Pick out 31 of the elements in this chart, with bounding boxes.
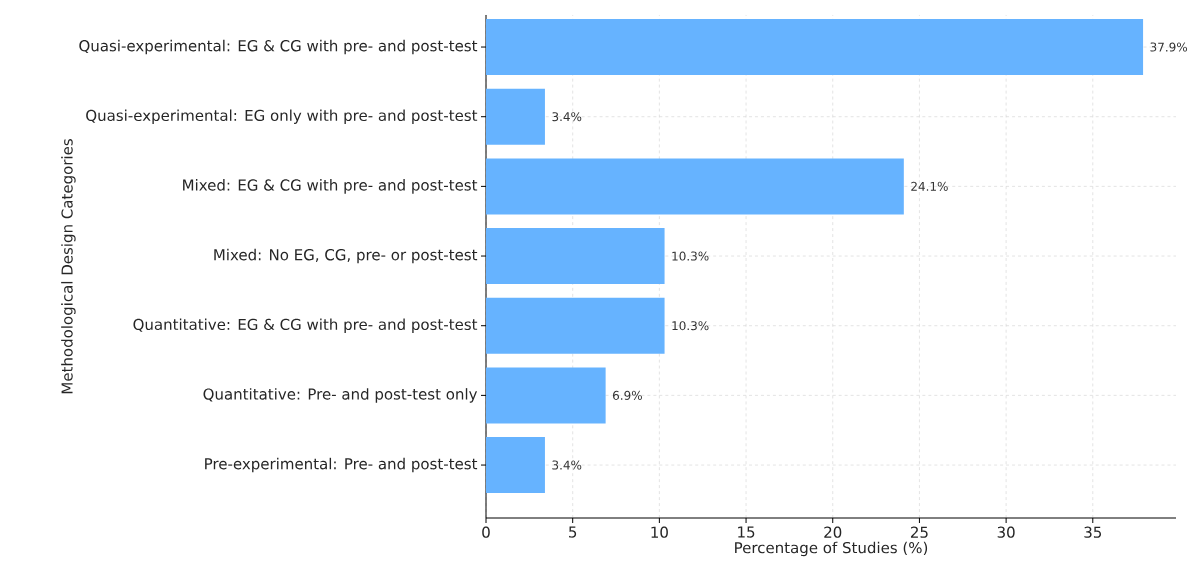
bar: [486, 158, 904, 215]
bar: [486, 367, 606, 424]
x-axis-title: Percentage of Studies (%): [735, 541, 928, 557]
data-label: 6.9%: [612, 390, 642, 400]
bar: [486, 88, 545, 145]
y-tick-label: Quasi-experimental: EG only with pre- and post-test: [86, 109, 478, 124]
y-axis-title: Methodological Design Categories: [61, 139, 76, 394]
y-tick-label: Quantitative: EG & CG with pre- and post-test: [133, 318, 478, 333]
bar: [486, 437, 545, 494]
data-label: 3.4%: [552, 112, 582, 122]
y-tick-label: Mixed: EG & CG with pre- and post-test: [183, 179, 478, 194]
bar: [486, 19, 1144, 76]
x-tick-label: 30: [997, 526, 1015, 538]
x-tick-label: 0: [482, 526, 490, 538]
y-tick-label: Pre-experimental: Pre- and post-test: [205, 457, 478, 473]
x-tick-label: 5: [569, 526, 577, 538]
y-tick-label: Quasi-experimental: EG & CG with pre- and post-test: [79, 39, 478, 55]
data-label: 10.3%: [672, 321, 709, 331]
data-label: 10.3%: [672, 251, 709, 261]
x-tick-label: 20: [824, 526, 842, 538]
data-label: 3.4%: [552, 460, 582, 470]
x-tick-label: 35: [1084, 526, 1102, 538]
x-tick-label: 15: [738, 526, 755, 538]
bar: [486, 297, 665, 354]
data-label: 37.9%: [1150, 42, 1188, 52]
x-tick-label: 25: [910, 526, 928, 538]
y-tick-label: Mixed: No EG, CG, pre- or post-test: [214, 248, 478, 264]
bar: [486, 228, 665, 285]
y-tick-label: Quantitative: Pre- and post-test only: [203, 388, 478, 403]
x-tick-label: 10: [651, 526, 668, 538]
data-label: 24.1%: [911, 181, 948, 191]
